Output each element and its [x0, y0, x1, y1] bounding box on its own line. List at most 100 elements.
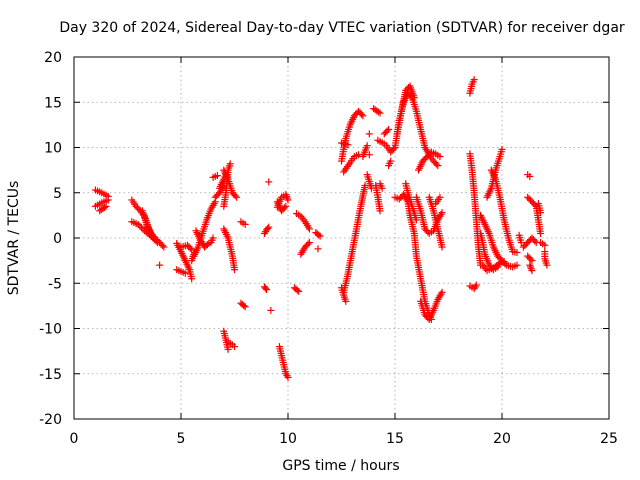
data-point [265, 223, 273, 231]
data-point [283, 372, 291, 380]
data-point [186, 244, 194, 252]
data-point [295, 287, 303, 295]
data-point [226, 160, 234, 168]
data-point [527, 265, 535, 273]
data-point [314, 245, 322, 253]
data-point [543, 261, 551, 269]
data-point [434, 162, 442, 170]
data-point [190, 250, 198, 258]
data-point [365, 151, 373, 159]
data-point [188, 246, 196, 254]
data-point [376, 109, 384, 117]
data-point [231, 266, 238, 274]
data-point [513, 261, 521, 269]
data-point [231, 343, 238, 351]
data-point [241, 303, 249, 311]
y-tick-label: 0 [53, 231, 62, 247]
data-point [188, 275, 196, 283]
data-point [263, 286, 271, 294]
data-point [136, 222, 144, 230]
y-tick-label: -10 [39, 322, 62, 338]
data-point [494, 260, 502, 268]
data-point [100, 203, 108, 211]
x-axis-label: GPS time / hours [282, 458, 399, 474]
y-tick-label: -5 [48, 276, 62, 292]
data-point [240, 302, 248, 310]
data-point [436, 153, 444, 161]
data-point [267, 306, 275, 314]
data-point [541, 241, 549, 249]
data-point [390, 145, 398, 153]
x-tick-label: 5 [177, 431, 186, 447]
data-point [472, 281, 480, 289]
data-point [224, 345, 232, 353]
data-point [150, 232, 158, 240]
data-point [213, 172, 221, 180]
data-point [304, 240, 312, 248]
y-axis-label: SDTVAR / TECUs [6, 181, 22, 296]
data-point [513, 248, 521, 256]
data-point [359, 112, 367, 120]
data-point [436, 193, 444, 201]
x-tick-label: 20 [493, 431, 511, 447]
y-tick-label: 15 [44, 95, 62, 111]
data-point [438, 288, 446, 296]
data-point [527, 255, 535, 263]
x-tick-label: 15 [386, 431, 404, 447]
data-point [265, 178, 273, 186]
x-tick-label: 0 [70, 431, 79, 447]
data-point [203, 241, 211, 249]
data-point [471, 283, 479, 291]
data-point [537, 229, 545, 237]
data-point [181, 269, 189, 277]
data-point [262, 284, 270, 292]
data-series [91, 76, 551, 381]
chart-title: Day 320 of 2024, Sidereal Day-to-day VTE… [59, 20, 625, 36]
data-point [501, 260, 509, 268]
data-point [357, 110, 365, 118]
data-point [305, 225, 313, 233]
data-point [264, 224, 272, 232]
data-point [284, 373, 292, 381]
data-point [209, 234, 217, 242]
data-point [385, 125, 393, 133]
data-point [374, 108, 382, 116]
data-point [383, 127, 391, 135]
y-tick-label: -20 [39, 412, 62, 428]
data-point [222, 171, 230, 179]
data-point [151, 234, 159, 242]
y-tick-label: 20 [44, 50, 62, 66]
data-point [528, 267, 536, 275]
data-point [344, 141, 352, 149]
data-point [156, 261, 164, 269]
data-point [376, 207, 384, 215]
data-point [378, 184, 386, 192]
x-tick-label: 25 [600, 431, 618, 447]
data-point [233, 193, 241, 201]
y-tick-label: 5 [53, 186, 62, 202]
data-point [282, 202, 290, 210]
data-point [412, 216, 420, 224]
x-tick-label: 10 [279, 431, 297, 447]
data-point [241, 220, 249, 228]
data-point [305, 239, 313, 247]
plot-frame [73, 56, 610, 420]
data-point [438, 209, 446, 217]
axes: 0 5 10 15 20 25 -20 -15 -10 -5 0 5 10 15 20 [39, 50, 618, 447]
data-point [137, 224, 145, 232]
data-point [438, 243, 446, 251]
data-point [160, 243, 168, 251]
data-point [498, 145, 506, 153]
data-point [139, 225, 147, 233]
data-point [410, 94, 418, 102]
data-point [293, 286, 301, 294]
data-point [102, 202, 110, 210]
data-point [528, 257, 536, 265]
data-point [315, 231, 323, 239]
data-point [531, 201, 539, 209]
y-tick-label: 10 [44, 141, 62, 157]
data-point [387, 157, 395, 165]
data-point [470, 76, 478, 84]
data-point [517, 239, 525, 247]
